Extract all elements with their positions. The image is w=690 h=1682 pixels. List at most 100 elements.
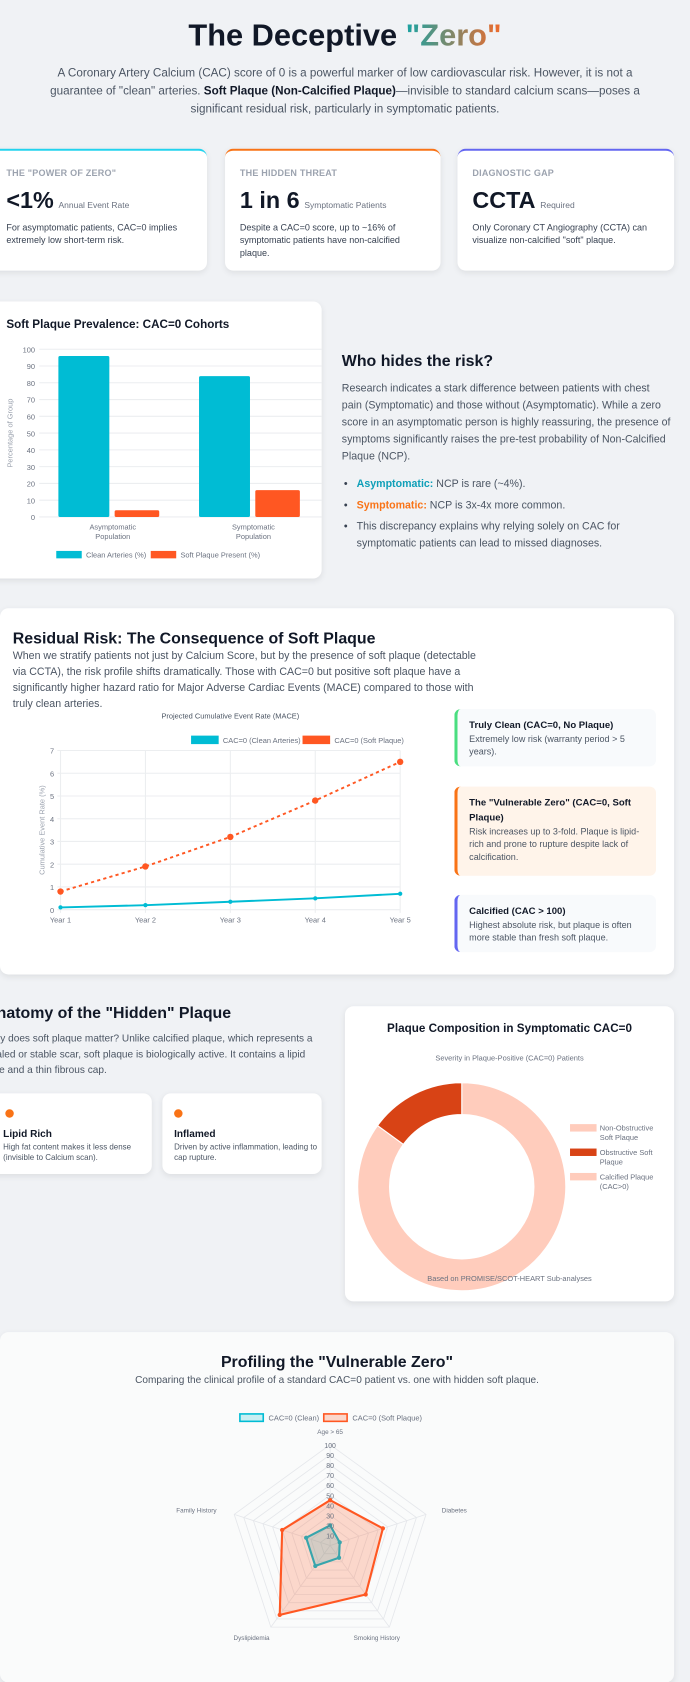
risk-title: Truly Clean (CAC=0, No Plaque) — [469, 719, 614, 731]
anatomy-section: Anatomy of the "Hidden" Plaque Why does … — [0, 1004, 325, 1078]
stat-card: THE HIDDEN THREAT 1 in 6 Symptomatic Pat… — [225, 148, 441, 271]
intro-part: A Coronary Artery Calcium (CAC) score of… — [50, 66, 633, 98]
x-tick-label: Symptomatic — [232, 523, 275, 532]
anatomy-card: Lipid Rich High fat content makes it less… — [0, 1093, 152, 1175]
legend-swatch — [570, 1172, 597, 1181]
y-tick-label: 0 — [31, 513, 35, 522]
r-tick-label: 50 — [326, 1493, 334, 1500]
radar-spoke — [329, 1513, 427, 1546]
legend-label: Soft Plaque Present (%) — [180, 550, 260, 559]
r-tick-label: 30 — [326, 1513, 334, 1520]
bar — [199, 376, 250, 517]
bar — [114, 510, 160, 517]
risk-text: Highest absolute risk, but plaque is oft… — [469, 919, 632, 943]
data-point — [313, 896, 318, 901]
profile-title: Profiling the "Vulnerable Zero" — [220, 1353, 454, 1372]
mace-line-chart: Projected Cumulative Event Rate (MACE) 0 1… — [38, 712, 411, 925]
page-title: The Deceptive "Zero" — [0, 19, 690, 54]
anatomy-card-text: High fat content makes it less dense (in… — [3, 1142, 132, 1163]
residual-card: Residual Risk: The Consequence of Soft P… — [0, 608, 675, 975]
stat-desc: Only Coronary CT Angiography (CCTA) can … — [472, 221, 648, 246]
y-tick-label: 4 — [50, 815, 54, 824]
profile-card: Profiling the "Vulnerable Zero" Comparin… — [0, 1332, 675, 1682]
radar-grid — [300, 1514, 360, 1571]
composition-donut-chart: Severity in Plaque-Positive (CAC=0) Pati… — [357, 1053, 654, 1292]
who-section: Who hides the risk? Research indicates a… — [342, 352, 671, 557]
y-tick-label: 90 — [27, 362, 35, 371]
radar-point — [380, 1526, 385, 1531]
risk-text: Extremely low risk (warranty period > 5 … — [469, 733, 625, 757]
risk-title: Calcified (CAC > 100) — [469, 905, 566, 917]
radar-grid — [233, 1444, 427, 1628]
axis-label: Dyslipidemia — [234, 1635, 271, 1642]
radar-series — [304, 1523, 341, 1568]
stat-desc: For asymptomatic patients, CAC=0 implies… — [6, 221, 178, 246]
data-point — [312, 797, 319, 804]
y-tick-label: 2 — [50, 860, 54, 869]
x-tick-label: Population — [95, 532, 130, 541]
data-point — [57, 888, 64, 895]
who-bullet: Asymptomatic: NCP is rare (~4%). — [342, 477, 671, 494]
profile-radar-chart: 10 20 30 40 50 60 70 80 90 100 Age > 65 Diabetes Smo… — [176, 1413, 467, 1642]
radar-point — [280, 1527, 285, 1533]
y-tick-label: 5 — [50, 792, 54, 801]
stat-value: CCTA — [472, 186, 536, 214]
composition-footnote: Based on PROMISE/SCOT-HEART Sub-analyses — [427, 1275, 592, 1284]
x-tick-label: Year 3 — [220, 915, 241, 924]
legend-label: Obstructive Soft Plaque — [600, 1148, 653, 1167]
data-point — [142, 863, 149, 870]
stat-value-row: <1% Annual Event Rate — [6, 187, 129, 215]
title-text: The Deceptive — [188, 19, 406, 54]
x-tick-label: Year 4 — [305, 915, 326, 924]
radar-grid — [243, 1454, 417, 1620]
legend-label: CAC=0 (Clean Arteries) — [223, 736, 301, 745]
bullet-text: This discrepancy explains why relying so… — [356, 521, 620, 550]
y-tick-label: 7 — [50, 747, 54, 756]
data-point — [397, 758, 404, 766]
donut-slice — [376, 1082, 463, 1146]
prevalence-card: Soft Plaque Prevalence: CAC=0 Cohorts 0 1… — [0, 301, 322, 579]
stat-value: <1% — [6, 186, 54, 214]
stat-label: THE HIDDEN THREAT — [239, 167, 338, 179]
y-tick-label: 6 — [50, 769, 54, 778]
legend-label: Non-Obstructive Soft Plaque — [600, 1123, 654, 1142]
legend-swatch — [570, 1124, 597, 1132]
x-tick-label: Year 2 — [135, 915, 156, 924]
legend-label: Calcified Plaque (CAC>0) — [600, 1172, 654, 1191]
r-tick-label: 60 — [326, 1483, 334, 1490]
composition-card: Plaque Composition in Symptomatic CAC=0 … — [344, 1006, 675, 1302]
axis-label: Age > 65 — [317, 1429, 343, 1436]
x-tick-label: Year 1 — [50, 915, 71, 924]
r-tick-label: 100 — [324, 1443, 336, 1450]
stat-card: THE "POWER OF ZERO" <1% Annual Event Rat… — [0, 148, 207, 271]
r-tick-label: 20 — [326, 1524, 334, 1531]
radar-grid — [291, 1504, 369, 1579]
bar — [58, 355, 110, 517]
intro-bold: Soft Plaque (Non-Calcified Plaque) — [203, 84, 396, 98]
residual-title: Residual Risk: The Consequence of Soft P… — [12, 629, 376, 648]
radar-point — [336, 1555, 342, 1560]
dot-icon — [174, 1109, 183, 1118]
anatomy-card: Inflamed Driven by active inflammation, l… — [162, 1093, 322, 1175]
stat-value: 1 in 6 — [239, 186, 300, 214]
y-tick-label: 60 — [27, 413, 35, 422]
data-point — [227, 833, 234, 841]
bullet-text: NCP is 3x-4x more common. — [426, 499, 566, 512]
x-tick-label: Population — [236, 532, 271, 541]
who-bullet: This discrepancy explains why relying so… — [342, 519, 671, 553]
who-title: Who hides the risk? — [341, 352, 494, 371]
risk-card: Calcified (CAC > 100) Highest absolute ri… — [454, 894, 657, 953]
legend-swatch — [322, 1413, 348, 1423]
who-bullets: Asymptomatic: NCP is rare (~4%). Symptoma… — [342, 477, 671, 553]
legend-swatch — [56, 550, 82, 559]
stat-value-row: 1 in 6 Symptomatic Patients — [240, 187, 387, 215]
radar-grid — [272, 1484, 389, 1595]
y-tick-label: 80 — [27, 379, 35, 388]
legend-swatch — [570, 1148, 597, 1156]
stat-unit: Symptomatic Patients — [304, 200, 387, 211]
legend-swatch — [239, 1413, 265, 1423]
x-tick-label: Asymptomatic — [89, 523, 136, 532]
y-tick-label: 30 — [27, 463, 35, 472]
r-tick-label: 90 — [326, 1453, 334, 1460]
composition-title: Plaque Composition in Symptomatic CAC=0 — [387, 1022, 632, 1035]
